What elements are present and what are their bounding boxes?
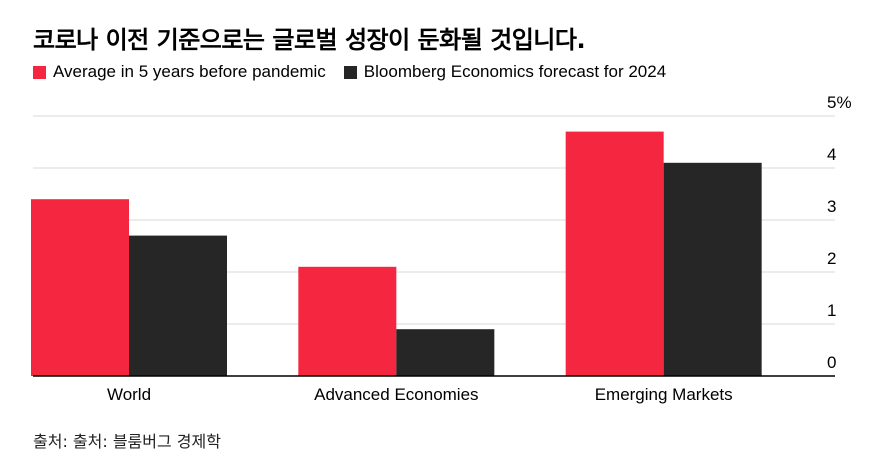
bar-2-3 <box>663 162 762 376</box>
y-tick-label: 2 <box>827 249 836 268</box>
y-tick-label: 0 <box>827 353 836 372</box>
bar-1-2 <box>298 266 397 376</box>
legend-label-series-1: Average in 5 years before pandemic <box>53 62 326 81</box>
legend-swatch-series-1 <box>33 65 46 79</box>
legend-swatch-series-2 <box>343 65 357 79</box>
legend: Average in 5 years before pandemic Bloom… <box>33 62 684 82</box>
legend-item-series-1: Average in 5 years before pandemic <box>33 62 326 82</box>
legend-label-series-2: Bloomberg Economics forecast for 2024 <box>363 62 667 81</box>
source-note: 출처: 출처: 블룸버그 경제학 <box>33 432 221 451</box>
bar-2-2 <box>396 329 495 376</box>
y-tick-label: 1 <box>827 301 836 320</box>
x-category-label: Advanced Economies <box>314 385 478 404</box>
y-tick-label: 5% <box>827 93 852 112</box>
legend-item-series-2: Bloomberg Economics forecast for 2024 <box>343 62 667 82</box>
bar-1-3 <box>565 131 664 376</box>
y-tick-label: 3 <box>827 197 836 216</box>
x-category-label: Emerging Markets <box>595 385 733 404</box>
x-category-label: World <box>107 385 151 404</box>
bar-2-1 <box>129 235 227 376</box>
bar-1-1 <box>31 199 129 376</box>
y-tick-label: 4 <box>827 145 836 164</box>
chart-title: 코로나 이전 기준으로는 글로벌 성장이 둔화될 것입니다. <box>33 26 586 54</box>
